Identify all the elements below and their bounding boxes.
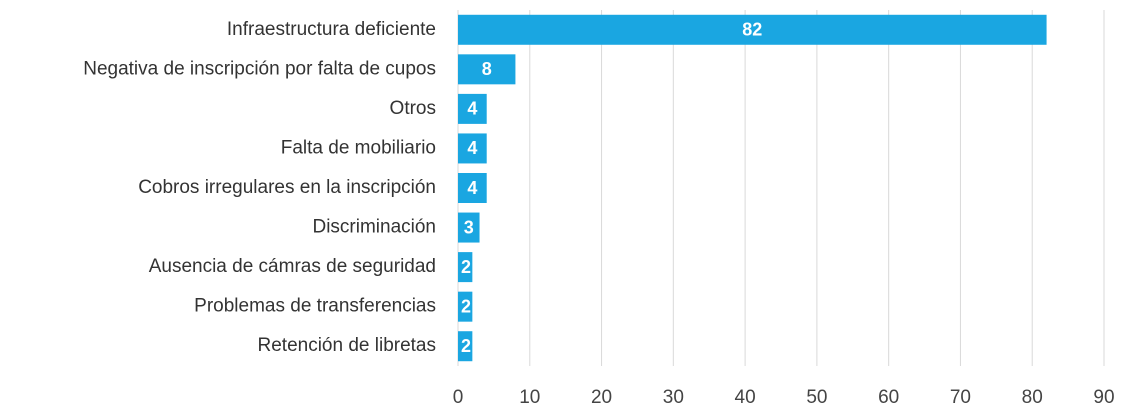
value-label: 8 (482, 59, 492, 79)
y-tick-label: Problemas de transferencias (194, 296, 436, 317)
bar (458, 291, 473, 322)
x-tick-label: 50 (806, 387, 827, 408)
y-tick-label: Falta de mobiliario (281, 137, 436, 158)
y-tick-label: Cobros irregulares en la inscripción (138, 177, 436, 198)
bar (458, 93, 487, 124)
x-tick-label: 10 (519, 387, 540, 408)
value-label: 4 (467, 138, 477, 158)
value-label: 82 (742, 20, 762, 40)
bar (458, 14, 1047, 45)
y-tick-label: Discriminación (312, 217, 436, 238)
bar (458, 331, 473, 362)
x-tick-label: 80 (1022, 387, 1043, 408)
value-label: 3 (464, 217, 474, 237)
x-tick-label: 70 (950, 387, 971, 408)
x-tick-label: 60 (878, 387, 899, 408)
x-tick-label: 20 (591, 387, 612, 408)
value-label: 4 (467, 99, 477, 119)
bar (458, 173, 487, 203)
bar (458, 133, 487, 164)
x-tick-label: 90 (1093, 387, 1114, 408)
x-tick-label: 0 (453, 387, 464, 408)
x-tick-label: 40 (735, 387, 756, 408)
y-tick-label: Negativa de inscripción por falta de cup… (83, 58, 436, 79)
bar (458, 212, 480, 243)
bar (458, 54, 516, 85)
y-tick-label: Otros (390, 98, 436, 119)
y-tick-label: Ausencia de cámras de seguridad (149, 256, 436, 277)
y-tick-label: Retención de libretas (258, 335, 437, 356)
value-label: 4 (467, 178, 477, 198)
value-label: 2 (461, 336, 471, 356)
value-label: 2 (461, 257, 471, 277)
bar (458, 252, 473, 283)
value-label: 2 (461, 296, 471, 316)
y-tick-label: Infraestructura deficiente (227, 19, 436, 40)
x-tick-label: 30 (663, 387, 684, 408)
